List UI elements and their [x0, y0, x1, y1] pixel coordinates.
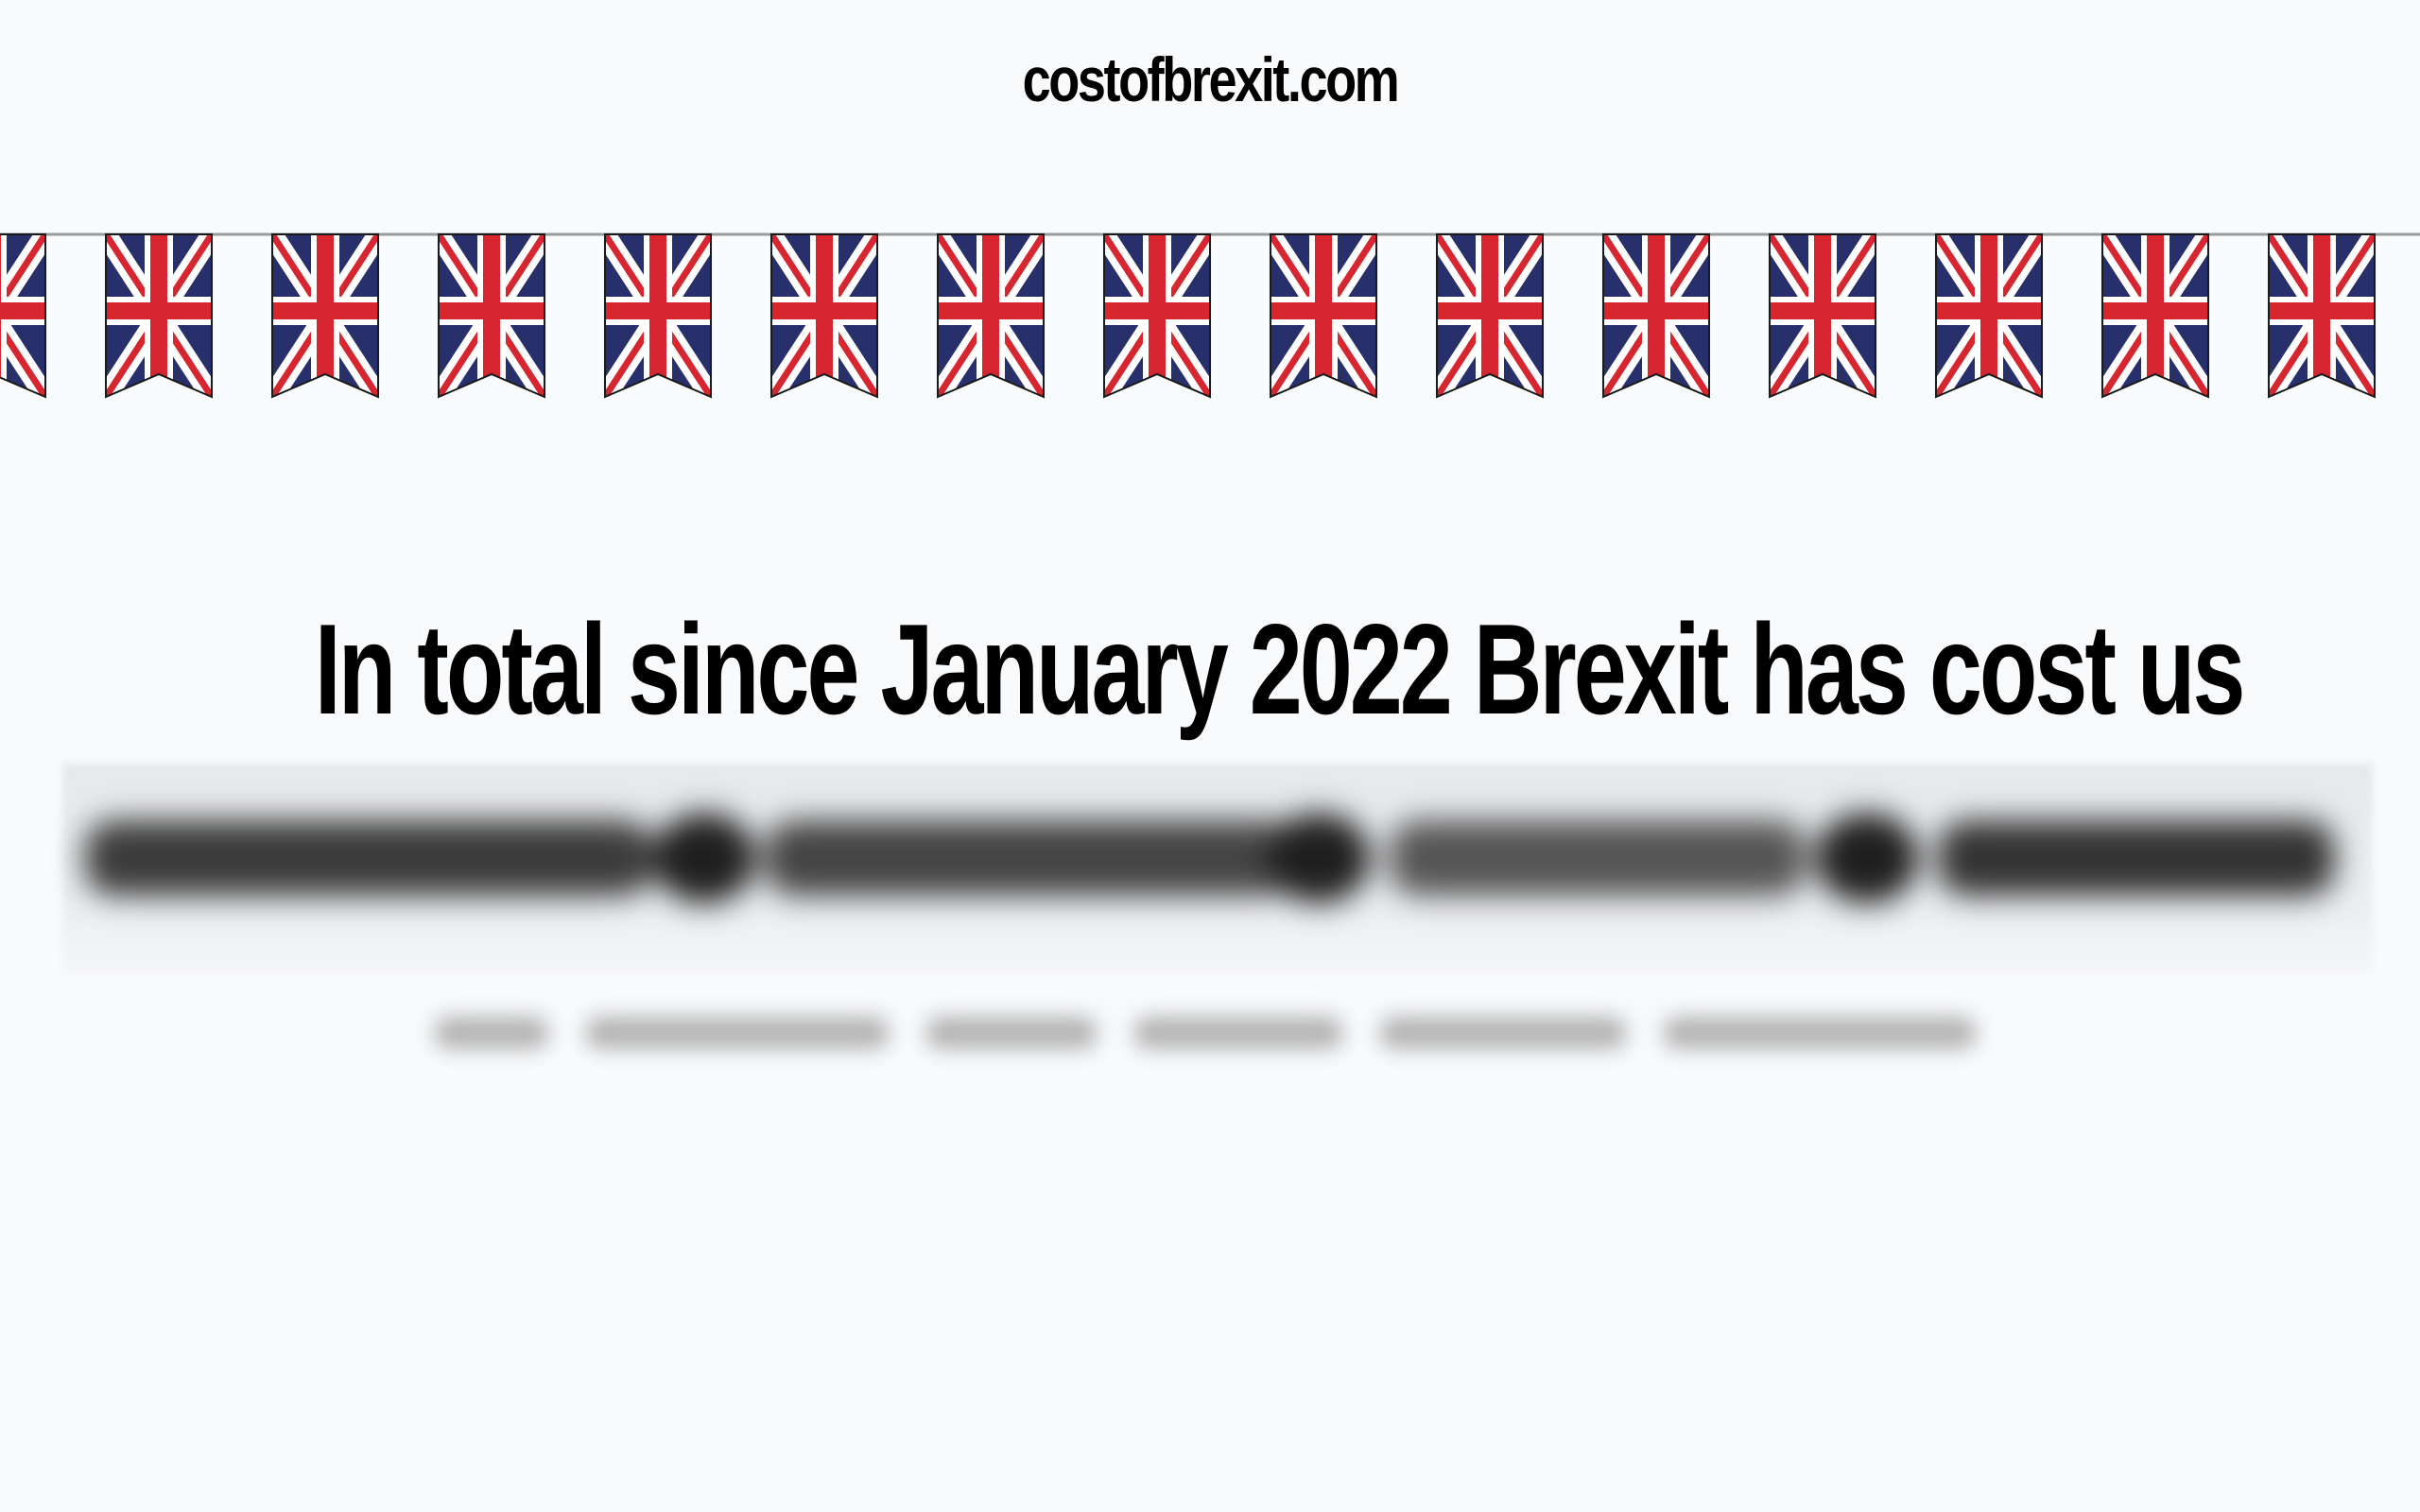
blurred-total-amount	[85, 803, 2354, 926]
blurred-amount-segment	[766, 820, 1295, 896]
union-jack-flag-icon	[0, 233, 46, 399]
blurred-subtitle-word	[1664, 1017, 1976, 1049]
union-jack-flag-icon	[271, 233, 379, 399]
blurred-subtitle-word	[586, 1017, 889, 1049]
union-jack-flag-icon	[438, 233, 545, 399]
union-jack-flag-icon	[770, 233, 878, 399]
blurred-subtitle-word	[1134, 1017, 1342, 1049]
blurred-amount-separator	[652, 813, 756, 903]
blurred-subtitle-word	[435, 1017, 548, 1049]
union-jack-flag-icon	[1270, 233, 1377, 399]
site-title[interactable]: costofbrexit.com	[1022, 44, 1400, 114]
union-jack-flag-icon	[1602, 233, 1710, 399]
union-jack-flag-icon	[1769, 233, 1876, 399]
blurred-subtitle-word	[1380, 1017, 1626, 1049]
union-jack-bunting	[0, 227, 2420, 406]
blurred-amount-segment	[1938, 820, 2335, 896]
union-jack-flag-icon	[1436, 233, 1544, 399]
blurred-subtitle	[435, 1000, 1985, 1066]
blurred-amount-separator	[1267, 813, 1371, 903]
union-jack-flag-icon	[2268, 233, 2376, 399]
blurred-subtitle-word	[926, 1017, 1097, 1049]
blurred-amount-segment	[1390, 820, 1806, 896]
union-jack-flag-icon	[937, 233, 1045, 399]
union-jack-flag-icon	[1103, 233, 1211, 399]
bunting-graphic	[0, 232, 2420, 399]
union-jack-flag-icon	[604, 233, 712, 399]
union-jack-flag-icon	[105, 233, 213, 399]
blurred-amount-segment	[85, 820, 652, 896]
blurred-amount-separator	[1815, 813, 1919, 903]
union-jack-flag-icon	[2101, 233, 2209, 399]
union-jack-flag-icon	[1935, 233, 2043, 399]
headline: In total since January 2022 Brexit has c…	[314, 597, 2246, 741]
